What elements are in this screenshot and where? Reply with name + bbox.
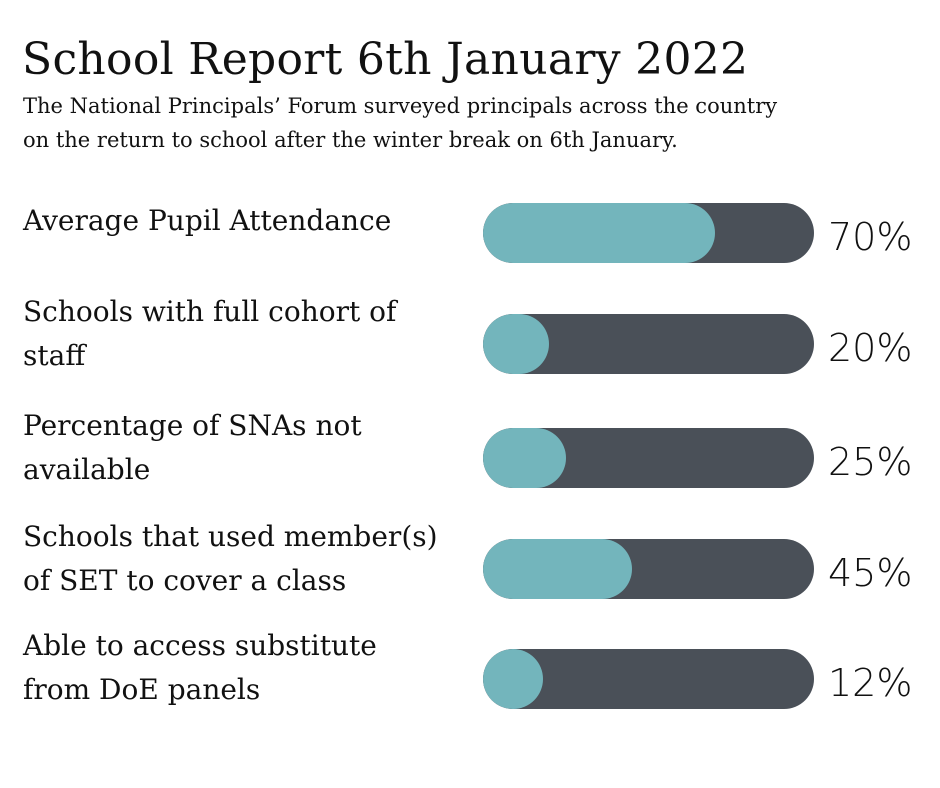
value-label: 20% [828,326,913,370]
value-label: 45% [828,551,913,595]
progress-fill [483,428,566,488]
subtitle: The National Principals’ Forum surveyed … [23,89,923,157]
page-title: School Report 6th January 2022 [22,34,749,85]
progress-fill [483,314,550,374]
progress-fill [483,203,715,263]
value-label: 70% [828,215,913,259]
row-label-line: Able to access substitute [23,629,377,662]
progress-track [483,649,814,709]
row-label-line: available [23,453,151,486]
row-label-line: Schools with full cohort of [23,295,397,328]
row-label: Percentage of SNAs not available [23,404,483,492]
row-label-line: Schools that used member(s) [23,520,438,553]
value-label: 12% [828,661,913,705]
row-label: Schools that used member(s) of SET to cov… [23,515,483,603]
row-label: Schools with full cohort of staff [23,290,483,378]
row-label-line: from DoE panels [23,673,261,706]
row-label-line: of SET to cover a class [23,564,347,597]
row-label: Average Pupil Attendance [23,199,483,243]
row-label-line: Average Pupil Attendance [23,204,392,237]
subtitle-line: The National Principals’ Forum surveyed … [23,94,778,118]
value-label: 25% [828,440,913,484]
progress-track [483,539,814,599]
progress-track [483,314,814,374]
subtitle-line: on the return to school after the winter… [23,128,678,152]
row-label-line: staff [23,339,86,372]
progress-fill [483,649,543,709]
row-label-line: Percentage of SNAs not [23,409,362,442]
progress-track [483,428,814,488]
row-label: Able to access substitute from DoE panels [23,624,483,712]
progress-fill [483,539,632,599]
progress-track [483,203,814,263]
